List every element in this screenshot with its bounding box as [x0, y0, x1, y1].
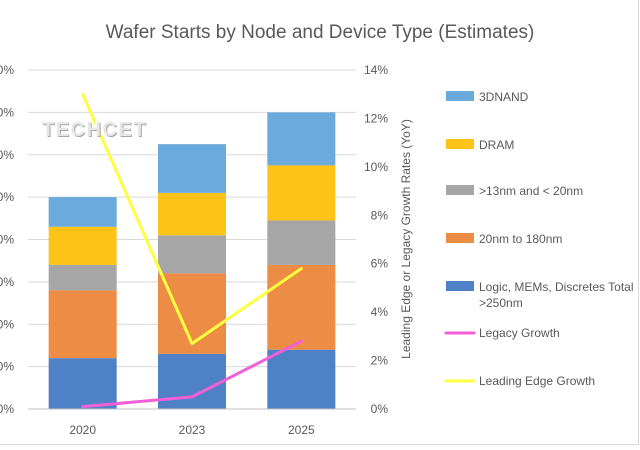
- bar-segment: [267, 220, 336, 265]
- left-axis-tick-label: 20%: [0, 317, 14, 331]
- right-axis-tick-label: 4%: [371, 305, 389, 319]
- right-axis: 0% 2% 4% 6% 8% 10% 12% 14%: [364, 63, 388, 416]
- bar-segment: [267, 112, 336, 166]
- x-axis-tick-label: 2025: [288, 423, 315, 437]
- right-axis-title: Leading Edge or Legacy Growth Rates (YoY…: [399, 119, 413, 359]
- legend-swatch: [446, 281, 474, 291]
- left-axis-tick-label: 70%: [0, 105, 14, 119]
- right-axis-tick-label: 6%: [371, 257, 389, 271]
- left-axis-tick-label: 80%: [0, 63, 14, 77]
- legend-label: 3DNAND: [479, 90, 529, 104]
- legend-swatch: [446, 139, 474, 149]
- bar-segment: [158, 235, 226, 274]
- right-axis-tick-label: 0%: [371, 402, 389, 416]
- x-axis-tick-label: 2023: [179, 423, 206, 437]
- bar-segment: [48, 226, 117, 265]
- bar-segment: [267, 349, 336, 409]
- bar-segment: [158, 192, 226, 236]
- legend-label: >13nm and < 20nm: [479, 184, 583, 198]
- bar-segment: [158, 144, 226, 193]
- bar-segment: [48, 264, 117, 291]
- bar-segment: [267, 264, 336, 350]
- right-axis-tick-label: 10%: [364, 160, 388, 174]
- bar-segment: [158, 353, 226, 409]
- bar-segment: [267, 165, 336, 221]
- left-axis-tick-label: 30%: [0, 275, 14, 289]
- chart-title: Wafer Starts by Node and Device Type (Es…: [105, 22, 535, 43]
- techcet-watermark-logo: TECHCET: [42, 119, 147, 141]
- legend-label: Logic, MEMs, Discretes Total: [479, 280, 634, 294]
- line-series: [81, 339, 303, 409]
- bar-segment: [48, 290, 117, 359]
- left-axis-tick-label: 60%: [0, 148, 14, 162]
- left-axis-tick-label: 50%: [0, 190, 14, 204]
- bar-segment: [48, 197, 117, 227]
- bar-segment: [48, 358, 117, 409]
- right-axis-tick-label: 8%: [371, 208, 389, 222]
- legend-label: >250nm: [479, 296, 523, 310]
- legend-label: Legacy Growth: [479, 326, 560, 340]
- line-series: [81, 92, 303, 346]
- legend: 3DNAND DRAM >13nm and < 20nm 20nm to 180nm L…: [444, 90, 634, 388]
- x-axis: 2020 2023 2025: [28, 408, 356, 437]
- right-axis-tick-label: 2%: [371, 354, 389, 368]
- legend-label: Leading Edge Growth: [479, 374, 595, 388]
- left-axis-tick-label: 40%: [0, 233, 14, 247]
- legend-label: DRAM: [479, 138, 514, 152]
- legend-swatch: [446, 185, 474, 195]
- left-axis-tick-label: 0%: [0, 402, 14, 416]
- legend-label: 20nm to 180nm: [479, 232, 562, 246]
- stacked-bars: [48, 112, 336, 409]
- growth-lines: [81, 92, 303, 409]
- x-axis-tick-label: 2020: [69, 423, 96, 437]
- legend-swatch: [446, 233, 474, 243]
- left-axis: 0% 10% 20% 30% 40% 50% 60% 70% 80%: [0, 63, 14, 416]
- left-axis-tick-label: 10%: [0, 360, 14, 374]
- right-axis-tick-label: 12%: [364, 111, 388, 125]
- legend-swatch: [446, 91, 474, 101]
- right-axis-tick-label: 14%: [364, 63, 388, 77]
